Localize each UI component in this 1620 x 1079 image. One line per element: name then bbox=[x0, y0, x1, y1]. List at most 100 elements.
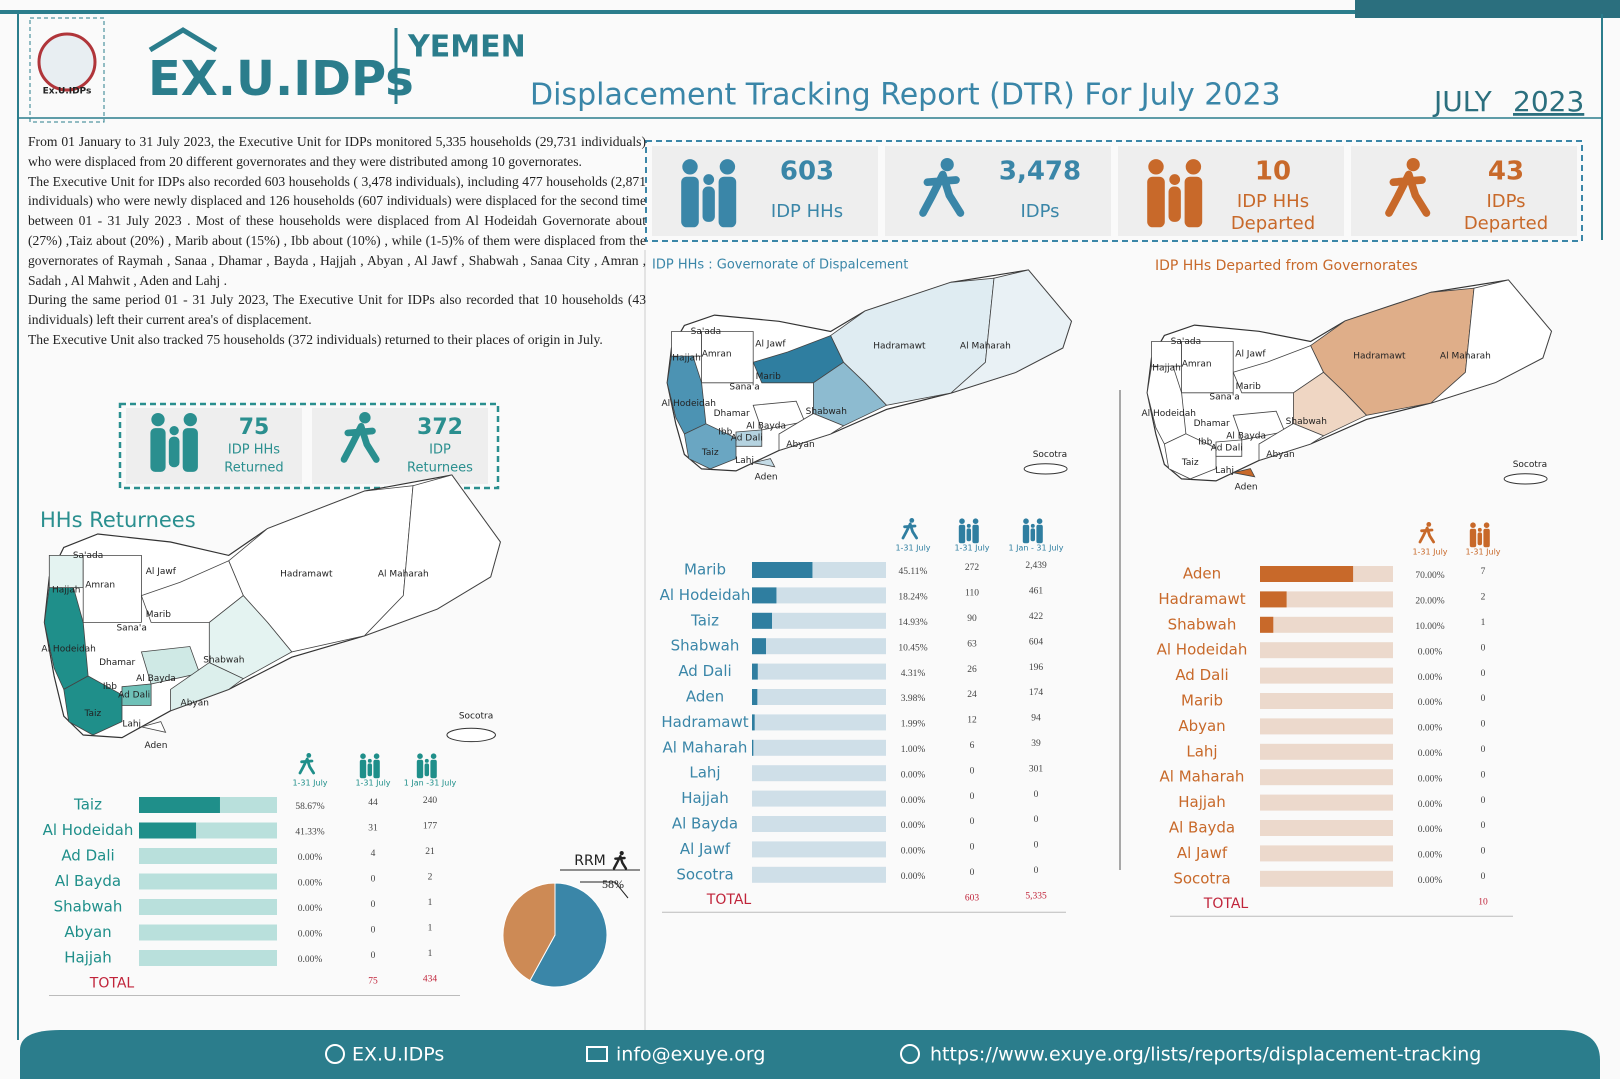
map-region bbox=[121, 683, 152, 706]
icon-runner bbox=[901, 522, 918, 540]
map-region bbox=[950, 269, 1072, 394]
icon-person bbox=[681, 176, 699, 228]
brand-roof bbox=[148, 27, 218, 53]
icon-person bbox=[360, 753, 366, 759]
map-label: Abyan bbox=[1266, 450, 1294, 460]
bar-track bbox=[752, 612, 886, 629]
map-label: Lahj bbox=[122, 720, 141, 730]
bar-track bbox=[1260, 693, 1393, 709]
hh-value: 0 bbox=[1481, 872, 1486, 882]
map-label: Abyan bbox=[786, 440, 814, 450]
icon-runner bbox=[619, 851, 624, 856]
stat-label: IDP HHs bbox=[771, 201, 843, 222]
map-label: Taiz bbox=[701, 448, 719, 458]
map-label: Lahj bbox=[1215, 466, 1234, 476]
icon-person bbox=[1036, 518, 1043, 524]
pct-label: 0.00% bbox=[1418, 698, 1443, 708]
map-region bbox=[683, 423, 737, 470]
stat-value: 372 bbox=[417, 415, 463, 440]
map-label: Socotra bbox=[459, 712, 493, 722]
hh-value: 4 bbox=[371, 849, 376, 859]
map-label: Dhamar bbox=[714, 409, 750, 419]
map-label: Hajjah bbox=[52, 586, 81, 596]
section-title: IDP HHs : Governorate of Dispalcement bbox=[652, 258, 908, 273]
bar bbox=[752, 587, 777, 604]
icon-person bbox=[1148, 159, 1164, 175]
row-name: Al Bayda bbox=[1169, 819, 1235, 837]
pct-label: 4.31% bbox=[901, 669, 926, 679]
total-value: 301 bbox=[1029, 764, 1044, 774]
icon-person bbox=[1169, 174, 1181, 185]
row-name: Ad Dali bbox=[61, 847, 114, 865]
stat-card bbox=[1351, 146, 1577, 236]
web-icon bbox=[900, 1044, 920, 1064]
bar-track bbox=[1260, 820, 1393, 836]
map-label: Sa'ada bbox=[691, 327, 721, 337]
map-region bbox=[735, 429, 763, 447]
map-label: Ibb bbox=[718, 427, 732, 437]
icon-person bbox=[417, 753, 423, 759]
column-header: 1-31 July bbox=[954, 544, 989, 553]
map-label: Ad Dali bbox=[118, 690, 150, 700]
bar-track bbox=[752, 866, 886, 883]
map-label: Al Bayda bbox=[1226, 431, 1266, 441]
bar-track bbox=[1260, 642, 1393, 659]
icon-person bbox=[1477, 527, 1482, 532]
footer-email[interactable]: info@exuye.org bbox=[616, 1044, 765, 1066]
map-label: Al Bayda bbox=[136, 674, 176, 684]
map-label: Hadramawt bbox=[873, 341, 926, 351]
footer-url[interactable]: https://www.exuye.org/lists/reports/disp… bbox=[930, 1044, 1481, 1066]
icon-person bbox=[1477, 532, 1483, 546]
hh-value: 7 bbox=[1481, 567, 1486, 577]
map-label: Al Hodeidah bbox=[661, 399, 715, 409]
map-label: Shabwah bbox=[1286, 417, 1327, 427]
row-name: Al Jawf bbox=[1177, 844, 1228, 862]
map-label: Hajjah bbox=[672, 354, 701, 364]
stat-value: 43 bbox=[1488, 157, 1524, 187]
row-name: Al Hodeidah bbox=[660, 586, 751, 604]
map-region bbox=[63, 675, 123, 736]
icon-person bbox=[150, 428, 166, 472]
hh-value: 24 bbox=[967, 690, 977, 700]
map-label: Taiz bbox=[84, 709, 102, 719]
total-value: 240 bbox=[423, 796, 438, 806]
pct-label: 1.99% bbox=[901, 720, 926, 730]
hh-value: 0 bbox=[1481, 770, 1486, 780]
icon-person bbox=[1022, 524, 1030, 544]
bar-track bbox=[752, 663, 886, 680]
row-name: Al Maharah bbox=[1160, 768, 1245, 786]
section-title: HHs Returnees bbox=[40, 508, 196, 532]
logo-text: Ex.U.IDPs bbox=[43, 87, 92, 97]
pie-title: RRM bbox=[574, 853, 606, 869]
map-region bbox=[1215, 439, 1243, 457]
total-value: 39 bbox=[1031, 739, 1041, 749]
hh-value: 0 bbox=[970, 817, 975, 827]
pct-label: 1.00% bbox=[901, 745, 926, 755]
pct-label: 0.00% bbox=[298, 955, 323, 965]
bar-track bbox=[139, 848, 277, 864]
column-header: 1-31 July bbox=[355, 779, 390, 788]
icon-person bbox=[703, 174, 715, 185]
hh-value: 44 bbox=[368, 798, 378, 808]
hh-value: 90 bbox=[967, 614, 977, 624]
pct-label: 0.00% bbox=[298, 930, 323, 940]
bar bbox=[752, 689, 758, 705]
row-name: Al Jawf bbox=[680, 840, 731, 858]
total-all: 5,335 bbox=[1025, 891, 1047, 901]
map-island bbox=[1023, 463, 1068, 475]
row-name: Shabwah bbox=[54, 898, 123, 916]
email-icon bbox=[586, 1046, 608, 1062]
total-value: 604 bbox=[1029, 637, 1044, 647]
row-name: Shabwah bbox=[1168, 615, 1237, 633]
map-label: Al Jawf bbox=[1235, 349, 1266, 359]
map-label: Al Maharah bbox=[1440, 351, 1491, 361]
hh-value: 0 bbox=[1481, 821, 1486, 831]
row-name: Al Maharah bbox=[663, 738, 748, 756]
icon-runner bbox=[612, 855, 628, 870]
row-name: Hadramawt bbox=[1158, 590, 1245, 608]
bar-track bbox=[752, 739, 886, 756]
returned-frame bbox=[118, 402, 500, 490]
bar-track bbox=[1260, 794, 1393, 811]
hh-value: 63 bbox=[967, 639, 977, 649]
